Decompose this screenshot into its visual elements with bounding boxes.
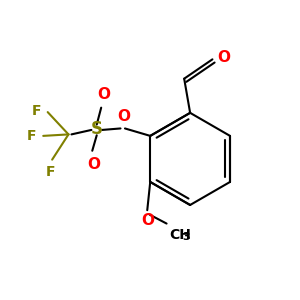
Text: O: O <box>117 109 130 124</box>
Text: S: S <box>91 120 103 138</box>
Text: F: F <box>32 103 41 118</box>
Text: 3: 3 <box>182 232 190 242</box>
Text: F: F <box>46 165 56 179</box>
Text: CH: CH <box>169 228 191 242</box>
Text: O: O <box>87 157 100 172</box>
Text: O: O <box>141 213 154 228</box>
Text: O: O <box>98 87 111 102</box>
Text: F: F <box>27 129 36 143</box>
Text: O: O <box>217 50 230 65</box>
